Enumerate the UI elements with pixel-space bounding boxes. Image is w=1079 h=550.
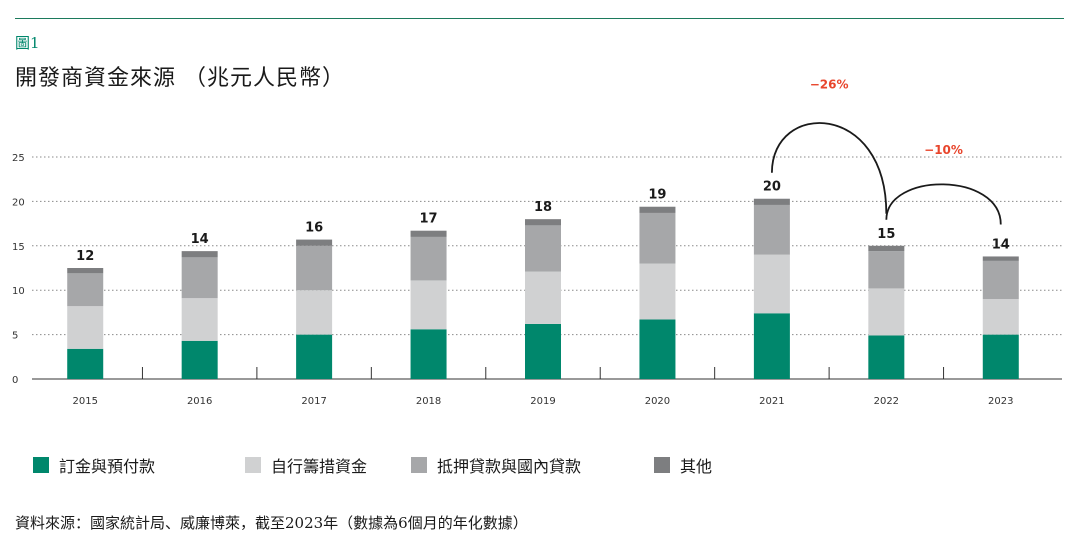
chart-title: 開發商資金來源 （兆元人民幣） xyxy=(15,66,345,91)
x-tick-label-2018: 2018 xyxy=(416,396,441,407)
bar-2021-series-0 xyxy=(753,313,790,379)
bar-2016-series-1 xyxy=(181,298,218,341)
bar-2018-series-1 xyxy=(410,280,447,330)
top-rule xyxy=(15,18,1064,19)
bar-2022-series-2 xyxy=(868,251,905,289)
x-tick-label-2023: 2023 xyxy=(988,396,1013,407)
bar-2018-series-3 xyxy=(410,230,447,237)
bar-2019-series-3 xyxy=(525,219,561,226)
bar-2020-series-3 xyxy=(639,206,676,213)
bar-2016-series-3 xyxy=(181,251,218,258)
bar-2018-series-0 xyxy=(410,329,447,379)
bar-2018-series-2 xyxy=(410,236,447,281)
x-tick-label-2020: 2020 xyxy=(645,396,670,407)
change-label-2021-2022: −26% xyxy=(810,78,849,92)
bar-2021-series-1 xyxy=(753,254,790,314)
bar-2023-series-2 xyxy=(982,260,1019,300)
bar-2021-series-2 xyxy=(753,204,790,255)
bar-2016-series-0 xyxy=(181,340,218,379)
total-label-2021: 20 xyxy=(763,180,781,195)
bar-2017-series-3 xyxy=(296,239,333,246)
bar-2019-series-2 xyxy=(525,225,561,272)
legend-label-deposits: 訂金與預付款 xyxy=(59,457,156,476)
legend-label-other: 其他 xyxy=(680,457,713,476)
total-label-2023: 14 xyxy=(992,237,1010,252)
total-label-2018: 17 xyxy=(420,212,438,227)
bar-2019-series-1 xyxy=(525,271,561,324)
bar-2021-series-3 xyxy=(753,198,790,205)
total-label-2019: 18 xyxy=(534,200,552,215)
y-tick-label-25: 25 xyxy=(12,153,25,164)
total-label-2016: 14 xyxy=(191,232,209,247)
legend-swatch-self-raised xyxy=(245,457,261,473)
x-tick-label-2015: 2015 xyxy=(72,396,97,407)
bar-2016-series-2 xyxy=(181,257,218,299)
y-tick-label-5: 5 xyxy=(12,331,18,342)
x-tick-label-2017: 2017 xyxy=(301,396,326,407)
bar-2015-series-1 xyxy=(67,306,104,349)
bar-2015-series-0 xyxy=(67,348,104,379)
y-tick-label-20: 20 xyxy=(12,197,25,208)
bar-2019-series-0 xyxy=(525,323,561,379)
y-tick-label-0: 0 xyxy=(12,375,18,386)
bar-2020-series-2 xyxy=(639,212,676,264)
x-tick-label-2022: 2022 xyxy=(874,396,899,407)
legend-label-loans: 抵押貸款與國內貸款 xyxy=(437,457,582,476)
total-label-2015: 12 xyxy=(76,249,94,264)
figure-label: 圖1 xyxy=(15,34,40,52)
total-label-2020: 19 xyxy=(648,188,666,203)
legend-swatch-loans xyxy=(411,457,427,473)
bar-2022-series-3 xyxy=(868,245,905,252)
bar-2020-series-0 xyxy=(639,319,676,379)
bar-2023-series-3 xyxy=(982,256,1019,261)
legend-item-deposits: 訂金與預付款 xyxy=(33,453,155,477)
bar-2022-series-1 xyxy=(868,288,905,336)
legend-item-self-raised: 自行籌措資金 xyxy=(245,453,367,477)
bar-2017-series-2 xyxy=(296,245,333,291)
total-label-2022: 15 xyxy=(877,227,895,242)
legend-item-other: 其他 xyxy=(654,453,712,477)
change-arc-2022-2023 xyxy=(885,183,1002,225)
total-label-2017: 16 xyxy=(305,221,323,236)
y-tick-label-10: 10 xyxy=(12,286,25,297)
y-tick-label-15: 15 xyxy=(12,242,25,253)
x-tick-label-2019: 2019 xyxy=(530,396,555,407)
bar-2017-series-1 xyxy=(296,290,333,335)
legend-swatch-other xyxy=(654,457,670,473)
source-note: 資料來源：國家統計局、威廉博萊，截至2023年（數據為6個月的年化數據） xyxy=(15,514,528,532)
x-tick-label-2021: 2021 xyxy=(759,396,784,407)
bar-2015-series-3 xyxy=(67,268,104,274)
bar-2022-series-0 xyxy=(868,335,905,379)
change-label-2022-2023: −10% xyxy=(924,143,963,157)
bar-2017-series-0 xyxy=(296,334,333,379)
bar-2023-series-1 xyxy=(982,299,1019,335)
bar-2015-series-2 xyxy=(67,273,104,307)
change-arc-2021-2022 xyxy=(770,122,888,214)
legend-label-self-raised: 自行籌措資金 xyxy=(271,457,368,476)
legend-item-loans: 抵押貸款與國內貸款 xyxy=(411,453,581,477)
legend: 訂金與預付款 自行籌措資金 抵押貸款與國內貸款 其他 xyxy=(33,453,793,477)
bar-2023-series-0 xyxy=(982,334,1019,379)
x-tick-label-2016: 2016 xyxy=(187,396,212,407)
legend-swatch-deposits xyxy=(33,457,49,473)
bar-2020-series-1 xyxy=(639,263,676,320)
